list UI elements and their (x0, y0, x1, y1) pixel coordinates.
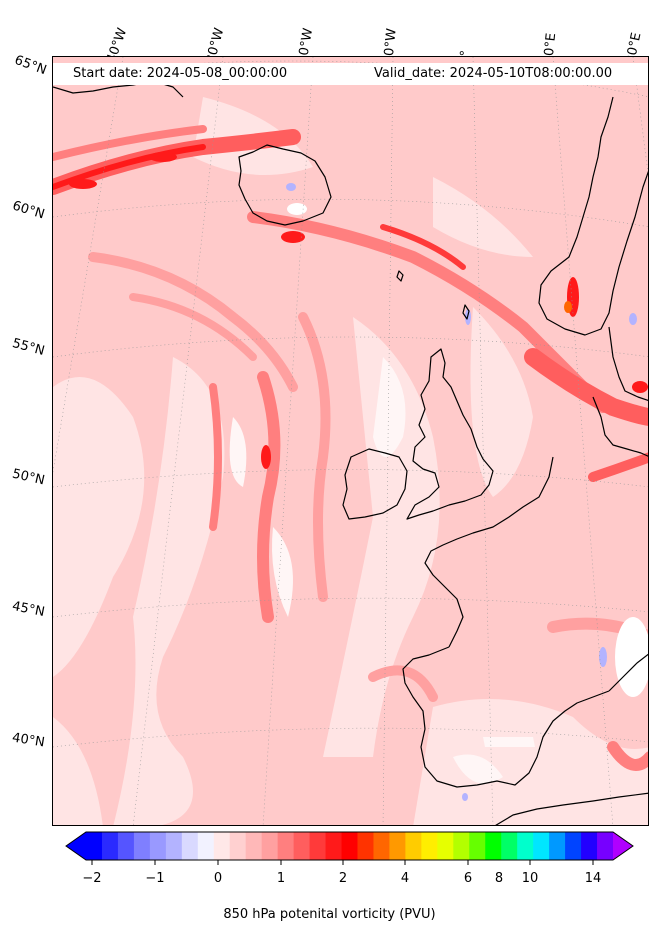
coastline-north-africa (495, 792, 648, 825)
coastline-iberia (402, 646, 610, 788)
coastline-norway (538, 96, 648, 336)
colorbar-cell (453, 832, 470, 860)
colorbar-ticks (91, 860, 594, 865)
colorbar-cell (181, 832, 199, 860)
pv-extreme-cores (564, 301, 572, 313)
colorbar-cell (165, 832, 183, 860)
colorbar-left-arrow (66, 832, 86, 860)
valid-date-label: Valid_date: 2024-05-10T08:00:00.00 (374, 66, 613, 81)
colorbar-cell (421, 832, 438, 860)
colorbar-cell (565, 832, 582, 860)
colorbar-cell (245, 832, 263, 860)
start-date-label: Start date: 2024-05-08_00:00:00 (73, 66, 288, 81)
colorbar-tick-label: −1 (145, 871, 165, 886)
colorbar-cell (309, 832, 327, 860)
colorbar-cell (277, 832, 295, 860)
coastlines (53, 80, 648, 825)
coastline-france-north (424, 456, 554, 648)
lat-label-55n: 55°N (10, 336, 47, 359)
coastline-great-britain (406, 348, 494, 520)
colorbar-cell (149, 832, 167, 860)
colorbar-cell (501, 832, 518, 860)
coastline-denmark (592, 396, 648, 457)
colorbar-cell (469, 832, 486, 860)
colorbar-cell (389, 832, 406, 860)
colorbar-cell (581, 832, 598, 860)
colorbar-cell (86, 832, 103, 860)
colorbar-cell (517, 832, 534, 860)
colorbar-cell (133, 832, 151, 860)
coastline-scandinavia-south (608, 326, 648, 401)
colorbar-tick-label: 8 (494, 871, 504, 886)
colorbar-cell (485, 832, 502, 860)
colorbar-right-arrow (613, 832, 633, 860)
colorbar-tick-label: −2 (82, 871, 102, 886)
colorbar-tick-label: 1 (276, 871, 286, 886)
coastline-iceland (238, 144, 332, 226)
colorbar-tick-label: 10 (521, 871, 539, 886)
colorbar-cells (86, 832, 614, 860)
colorbar-cell (197, 832, 215, 860)
lat-label-60n: 60°N (10, 198, 47, 223)
colorbar (65, 831, 634, 865)
colorbar-cell (597, 832, 614, 860)
pv-white-patches (229, 357, 535, 784)
colorbar-title: 850 hPa potenital vorticity (PVU) (223, 907, 436, 922)
coastline-faroes (396, 270, 404, 282)
colorbar-cell (533, 832, 550, 860)
colorbar-cell (373, 832, 391, 860)
lat-label-65n: 65°N (12, 52, 49, 79)
colorbar-outline (65, 831, 634, 861)
colorbar-tick-label: 6 (463, 871, 473, 886)
colorbar-cell (437, 832, 454, 860)
info-bar (53, 63, 648, 85)
colorbar-cell (213, 832, 231, 860)
pv-strong-bands (53, 125, 648, 771)
coastline-shetland (462, 304, 470, 320)
pv-field-map (53, 57, 648, 825)
colorbar-cell (549, 832, 566, 860)
coastline-ireland (342, 448, 408, 520)
lat-label-45n: 45°N (10, 599, 46, 620)
colorbar-tick-label: 2 (338, 871, 348, 886)
map-panel (52, 56, 649, 826)
lat-label-50n: 50°N (10, 466, 47, 489)
colorbar-cell (405, 832, 422, 860)
colorbar-cell (229, 832, 247, 860)
pv-negative-patches (286, 183, 637, 801)
coastline-med (608, 653, 648, 692)
colorbar-tick-label: 0 (213, 871, 223, 886)
colorbar-cell (261, 832, 279, 860)
colorbar-tick-label: 4 (400, 871, 410, 886)
colorbar-tick-label: 14 (584, 871, 602, 886)
colorbar-cell (101, 832, 119, 860)
pv-light-patches (53, 97, 648, 825)
coastline-greenland (53, 80, 184, 98)
colorbar-cell (293, 832, 311, 860)
colorbar-cell (341, 832, 359, 860)
colorbar-cell (325, 832, 343, 860)
colorbar-cell (357, 832, 375, 860)
lat-label-40n: 40°N (11, 730, 46, 751)
colorbar-cell (117, 832, 135, 860)
